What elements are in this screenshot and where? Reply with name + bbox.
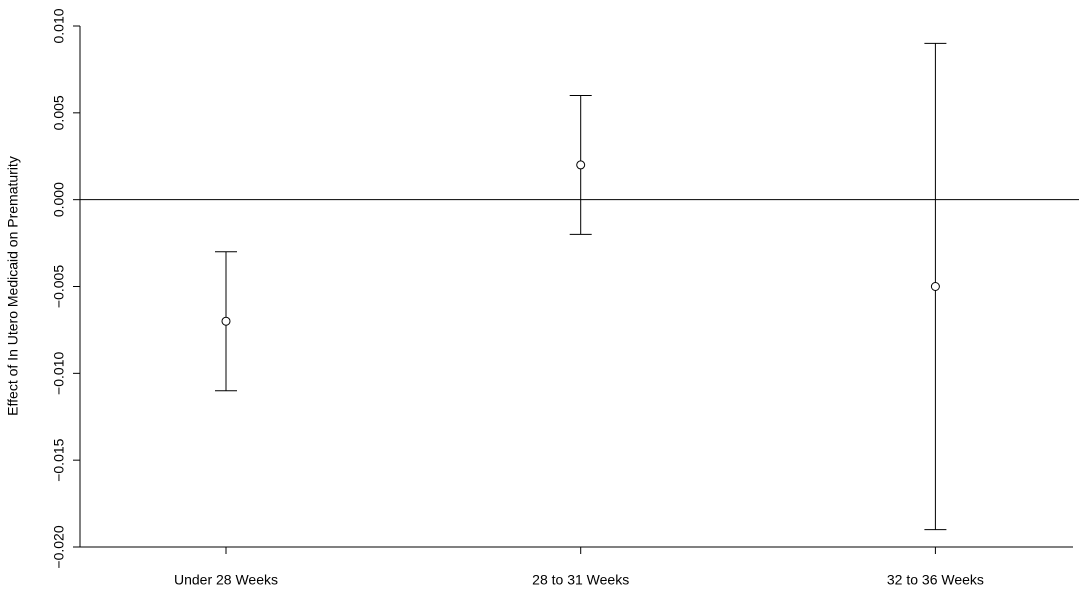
point [930, 282, 940, 291]
x-tick-label: 32 to 36 Weeks [887, 572, 984, 588]
x-tick-label: 28 to 31 Weeks [532, 572, 629, 588]
point [576, 160, 586, 170]
y-tick-label: −0.020 [51, 525, 67, 568]
y-tick-label: −0.010 [51, 352, 67, 395]
y-axis-title: Effect of In Utero Medicaid on Prematuri… [5, 156, 21, 416]
y-tick-label: 0.000 [51, 182, 67, 217]
y-tick-label: 0.010 [51, 8, 67, 43]
point [221, 316, 231, 326]
y-tick-label: −0.015 [51, 438, 67, 481]
x-tick-label: Under 28 Weeks [174, 572, 278, 588]
y-tick-label: −0.005 [51, 265, 67, 308]
y-tick-label: 0.005 [51, 95, 67, 130]
